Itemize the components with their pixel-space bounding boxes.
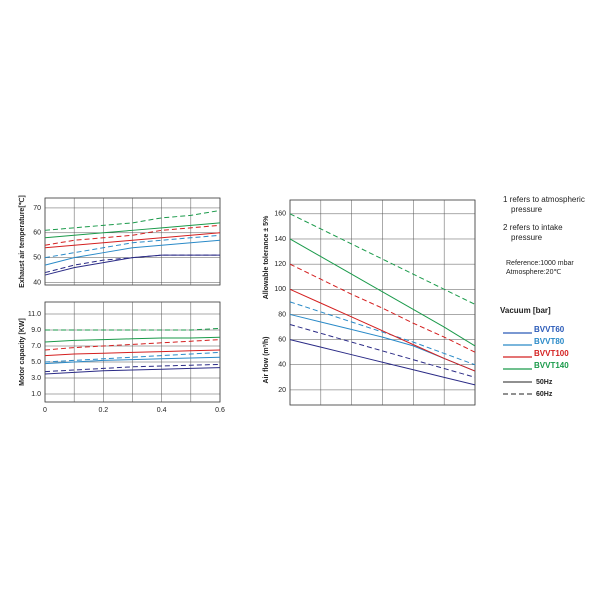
y-axis-label: Motor capacity [KW] bbox=[19, 318, 26, 386]
y-tick-label: 50 bbox=[33, 255, 41, 262]
series-line bbox=[289, 238, 476, 347]
y-axis-label: Air flow (m³/h) bbox=[263, 336, 270, 383]
x-tick-label: 0 bbox=[43, 407, 47, 414]
y-tick-label: 40 bbox=[278, 362, 286, 369]
y-tick-label: 11.0 bbox=[28, 311, 41, 318]
series-line bbox=[44, 232, 221, 249]
y-tick-label: 20 bbox=[278, 387, 286, 394]
y-tick-label: 120 bbox=[274, 261, 286, 268]
x-tick-label: 0.4 bbox=[157, 407, 167, 414]
legend-label: BVVT80 bbox=[534, 337, 565, 346]
y-tick-label: 100 bbox=[274, 286, 286, 293]
x-tick-label: 0.6 bbox=[215, 407, 225, 414]
y-tick-label: 7.0 bbox=[31, 343, 41, 350]
series-line bbox=[44, 224, 221, 246]
y-tick-label: 140 bbox=[274, 236, 286, 243]
series-line bbox=[289, 339, 476, 386]
series-line bbox=[44, 356, 221, 365]
series-line bbox=[44, 234, 221, 259]
y-tick-label: 60 bbox=[33, 230, 41, 237]
series-line bbox=[289, 288, 476, 372]
legend-label: 60Hz bbox=[536, 391, 553, 398]
y-tick-label: 40 bbox=[33, 279, 41, 286]
series-line bbox=[289, 301, 476, 366]
note: 1 refers to atmospheric pressure bbox=[503, 195, 585, 214]
y-tick-label: 70 bbox=[33, 205, 41, 212]
series-line bbox=[44, 363, 221, 373]
legend-label: 50Hz bbox=[536, 379, 553, 386]
series-line bbox=[44, 339, 221, 351]
series-line bbox=[44, 209, 221, 231]
series-line bbox=[289, 213, 476, 305]
series-line bbox=[44, 254, 220, 274]
series-line bbox=[45, 327, 221, 331]
legend-label: BVVT100 bbox=[534, 349, 569, 358]
legend-label: BVVT60 bbox=[534, 325, 565, 334]
note: Reference:1000 mbar bbox=[506, 260, 574, 267]
x-tick-label: 0.2 bbox=[98, 407, 108, 414]
y-tick-label: 5.0 bbox=[31, 359, 41, 366]
note: Atmosphere:20℃ bbox=[506, 269, 561, 276]
legend-label: BVVT140 bbox=[534, 361, 569, 370]
y-axis-label: Allowable tolerance ± 5% bbox=[263, 215, 270, 299]
y-tick-label: 9.0 bbox=[31, 327, 41, 334]
legend-title: Vacuum [bar] bbox=[500, 306, 551, 315]
series-line bbox=[44, 349, 221, 357]
note: 2 refers to intake pressure bbox=[503, 223, 563, 242]
series-line bbox=[44, 367, 221, 375]
y-tick-label: 3.0 bbox=[31, 375, 41, 382]
series-line bbox=[44, 222, 221, 239]
series-line bbox=[289, 263, 476, 353]
series-line bbox=[44, 336, 221, 343]
y-tick-label: 80 bbox=[278, 311, 286, 318]
y-tick-label: 60 bbox=[278, 336, 286, 343]
y-axis-label: Exhaust air temperature[℃] bbox=[18, 195, 26, 288]
y-tick-label: 160 bbox=[274, 211, 286, 218]
series-line bbox=[44, 239, 221, 266]
series-line bbox=[44, 351, 221, 363]
series-line bbox=[289, 324, 476, 378]
y-tick-label: 1.0 bbox=[31, 391, 41, 398]
